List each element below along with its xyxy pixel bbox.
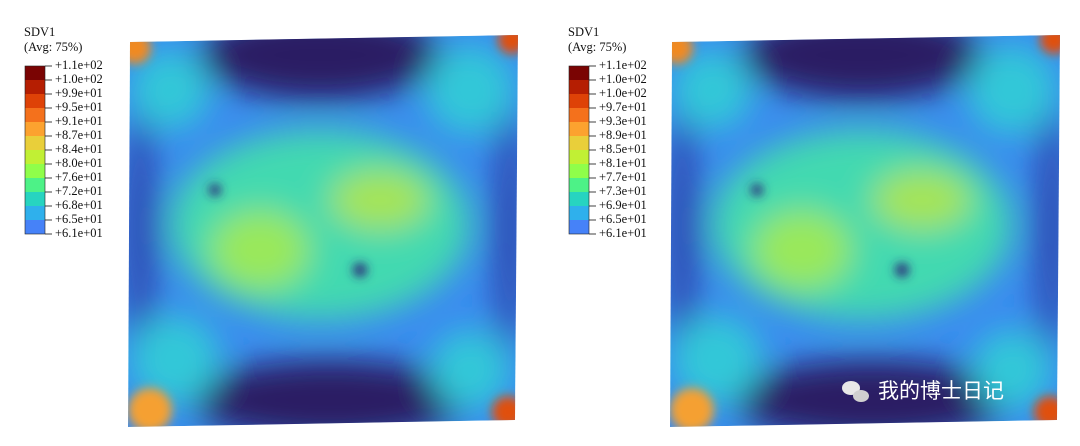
legend-band [25,206,45,220]
legend-band [25,136,45,150]
legend-band [25,80,45,94]
legend-label: +6.5e+01 [599,212,647,226]
legend-label: +8.7e+01 [55,128,103,142]
legend-label: +9.7e+01 [599,100,647,114]
legend-band [569,66,589,80]
legend-band [569,192,589,206]
legend-label: +7.6e+01 [55,170,103,184]
legend-band [569,80,589,94]
legend-band [569,136,589,150]
legend-label: +1.1e+02 [55,58,103,72]
legend-band [569,122,589,136]
legend-label: +9.1e+01 [55,114,103,128]
legend-label: +6.5e+01 [55,212,103,226]
legend-label: +1.0e+02 [55,72,103,86]
legend-band [25,108,45,122]
legend-label: +6.8e+01 [55,198,103,212]
legend-band [569,108,589,122]
legend-band [25,150,45,164]
legend-label: +8.0e+01 [55,156,103,170]
legend-label: +6.1e+01 [599,226,647,240]
legend-label: +8.4e+01 [55,142,103,156]
legend-label: +7.7e+01 [599,170,647,184]
legend-label: +8.5e+01 [599,142,647,156]
legend-band [25,192,45,206]
legend-label: +9.9e+01 [55,86,103,100]
legend-band [25,178,45,192]
legend-band [25,122,45,136]
legend-subtitle: (Avg: 75%) [568,40,626,54]
legend-label: +9.5e+01 [55,100,103,114]
legend-label: +7.2e+01 [55,184,103,198]
legend-band [569,150,589,164]
legend-label: +7.3e+01 [599,184,647,198]
legend-label: +1.1e+02 [599,58,647,72]
contour-field [119,10,528,440]
legend-label: +1.0e+02 [599,72,647,86]
legend-band [25,94,45,108]
legend-band [569,178,589,192]
legend-label: +8.1e+01 [599,156,647,170]
legend-band [569,220,589,234]
legend-label: +6.9e+01 [599,198,647,212]
legend-label: +9.3e+01 [599,114,647,128]
legend-band [569,206,589,220]
legend-band [569,94,589,108]
legend-band [25,66,45,80]
watermark-text: 我的博士日记 [878,379,1004,403]
contour-field [661,10,1070,440]
legend-band [25,164,45,178]
legend-title: SDV1 [24,25,55,39]
legend-label: +8.9e+01 [599,128,647,142]
legend-subtitle: (Avg: 75%) [24,40,82,54]
legend-band [569,164,589,178]
legend-label: +6.1e+01 [55,226,103,240]
watermark: 我的博士日记 [842,379,1004,403]
legend-band [25,220,45,234]
legend-title: SDV1 [568,25,599,39]
legend-label: +1.0e+02 [599,86,647,100]
